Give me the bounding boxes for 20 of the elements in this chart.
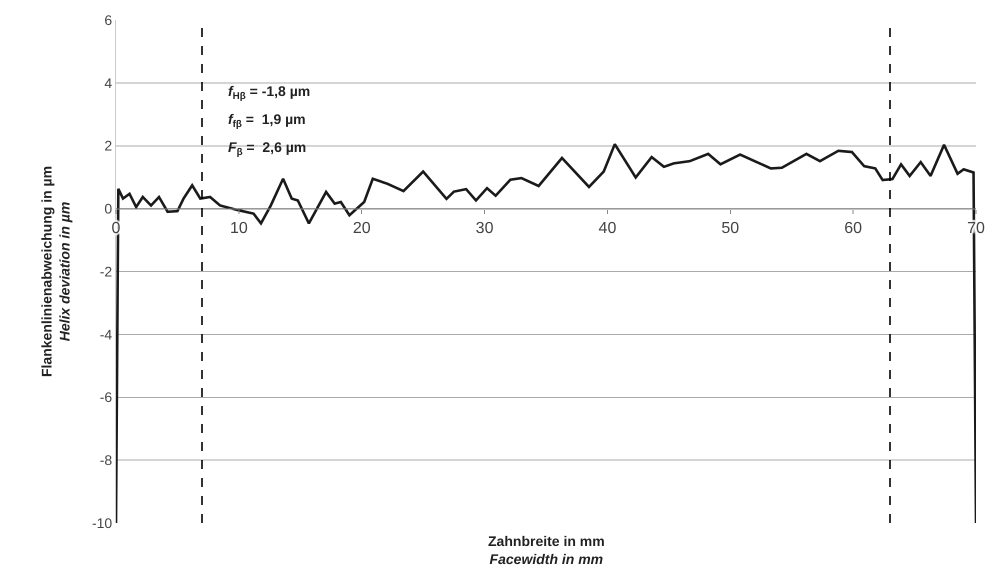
- x-tick-label: 40: [598, 220, 616, 237]
- x-tick-label: 20: [352, 220, 371, 237]
- annotation: f$_{Hβ}$ = -1,8 µm: [228, 83, 310, 102]
- annotation: f$_{fβ}$ = 1,9 µm: [228, 111, 306, 130]
- y-axis-title: Flankenlinienabweichung in µm Helix deviation in µm: [38, 166, 73, 378]
- y-tick-label: 4: [104, 74, 112, 91]
- annotation: F$_{β}$ = 2,6 µm: [228, 139, 306, 158]
- y-tick-label: 0: [104, 200, 112, 217]
- y-tick-label: -10: [92, 514, 112, 531]
- y-tick-label: -2: [100, 263, 112, 280]
- x-tick-label: 50: [721, 220, 740, 237]
- x-tick-label: 60: [844, 220, 862, 237]
- y-tick-label: -6: [100, 389, 112, 406]
- y-tick-label: 6: [104, 12, 112, 28]
- x-tick-label: 10: [230, 220, 248, 237]
- x-tick-label: 30: [476, 220, 494, 237]
- x-axis-title: Zahnbreite in mm Facewidth in mm: [488, 533, 605, 568]
- y-tick-label: -8: [100, 452, 112, 468]
- y-tick-label: 2: [104, 138, 112, 154]
- y-tick-label: -4: [100, 326, 112, 342]
